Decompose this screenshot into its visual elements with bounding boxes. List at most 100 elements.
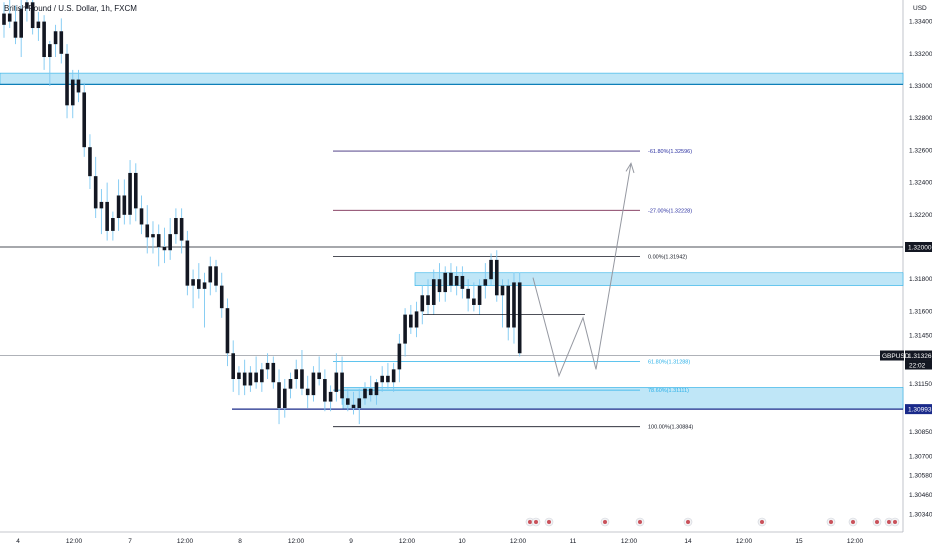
candle-body[interactable] [254,372,258,383]
candle-body[interactable] [208,266,213,283]
candle-body[interactable] [191,279,195,286]
candle-body[interactable] [305,388,310,396]
candle-body[interactable] [357,398,362,408]
candle-body[interactable] [59,31,64,54]
price-tag[interactable] [905,350,932,361]
candle-body[interactable] [351,404,356,408]
candle-body[interactable] [219,285,224,309]
candle-body[interactable] [225,308,230,354]
candle-body[interactable] [231,353,235,380]
candle-body[interactable] [116,195,121,219]
price-axis[interactable] [903,0,932,550]
price-tag[interactable] [905,242,932,252]
candle-body[interactable] [145,224,150,238]
candle-body[interactable] [340,372,344,399]
candle-body[interactable] [139,208,144,225]
candle-body[interactable] [248,372,253,386]
candle-body[interactable] [380,375,384,383]
candle-body[interactable] [477,285,482,305]
candle-body[interactable] [311,372,316,396]
candle-body[interactable] [214,266,218,286]
candle-body[interactable] [300,369,304,389]
candle-body[interactable] [517,282,522,354]
candle-body[interactable] [76,79,81,93]
candle-body[interactable] [443,272,448,293]
candle-body[interactable] [25,2,29,9]
candle-body[interactable] [70,79,75,106]
candle-body[interactable] [237,372,241,380]
candle-body[interactable] [363,388,367,399]
sr-zone[interactable] [0,72,904,85]
candle-body[interactable] [391,369,396,383]
candle-body[interactable] [414,311,419,328]
candle-body[interactable] [472,298,476,305]
candle-body[interactable] [454,275,459,286]
candle-body[interactable] [128,172,132,215]
candle-body[interactable] [437,279,442,293]
candle-body[interactable] [506,285,511,328]
candle-body[interactable] [294,369,299,380]
candle-body[interactable] [346,398,350,405]
candle-body[interactable] [2,13,6,25]
candle-body[interactable] [403,314,407,344]
candle-body[interactable] [7,13,12,22]
candle-body[interactable] [30,2,35,29]
candle-body[interactable] [265,362,270,370]
candle-body[interactable] [323,379,327,402]
candle-body[interactable] [168,234,172,251]
candle-body[interactable] [197,279,201,289]
price-tag[interactable] [905,404,932,415]
candle-body[interactable] [409,314,413,328]
candle-body[interactable] [185,240,190,286]
candle-body[interactable] [426,295,430,305]
candle-body[interactable] [93,176,98,209]
candle-body[interactable] [317,372,321,380]
candle-body[interactable] [48,44,52,58]
candle-body[interactable] [151,234,155,238]
candle-body[interactable] [88,147,92,177]
candle-body[interactable] [65,53,69,106]
candle-body[interactable] [105,201,109,231]
candle-body[interactable] [111,218,115,231]
candle-body[interactable] [271,362,276,383]
candle-body[interactable] [483,279,488,286]
candle-body[interactable] [242,372,247,386]
candle-body[interactable] [122,195,127,215]
candle-body[interactable] [53,31,58,45]
candle-body[interactable] [368,388,373,396]
candle-body[interactable] [449,272,453,286]
candle-body[interactable] [374,382,379,396]
candle-body[interactable] [328,391,333,402]
candle-body[interactable] [19,8,23,38]
candle-body[interactable] [99,201,104,209]
candle-body[interactable] [42,21,46,58]
candle-body[interactable] [133,172,138,209]
sr-zone[interactable] [414,272,904,286]
candle-body[interactable] [386,375,390,383]
symbol-tag[interactable] [880,350,904,361]
candle-body[interactable] [174,218,178,235]
candle-body[interactable] [260,369,264,383]
candle-body[interactable] [156,234,161,247]
candle-body[interactable] [431,279,436,305]
candle-body[interactable] [162,247,167,251]
candle-body[interactable] [82,92,87,148]
candle-body[interactable] [397,343,402,370]
candle-body[interactable] [512,282,516,328]
candle-body[interactable] [179,218,184,241]
candle-body[interactable] [288,379,293,389]
candle-body[interactable] [489,259,493,280]
candle-body[interactable] [282,388,287,408]
sr-zone[interactable] [342,387,904,410]
candle-body[interactable] [36,21,41,29]
candle-body[interactable] [420,295,425,312]
candle-body[interactable] [13,21,18,38]
forecast-path[interactable] [532,163,632,378]
candle-body[interactable] [494,259,499,296]
candle-body[interactable] [202,282,207,289]
candle-body[interactable] [466,288,470,299]
candle-body[interactable] [460,275,465,289]
candle-body[interactable] [334,372,339,392]
candle-body[interactable] [277,382,281,408]
